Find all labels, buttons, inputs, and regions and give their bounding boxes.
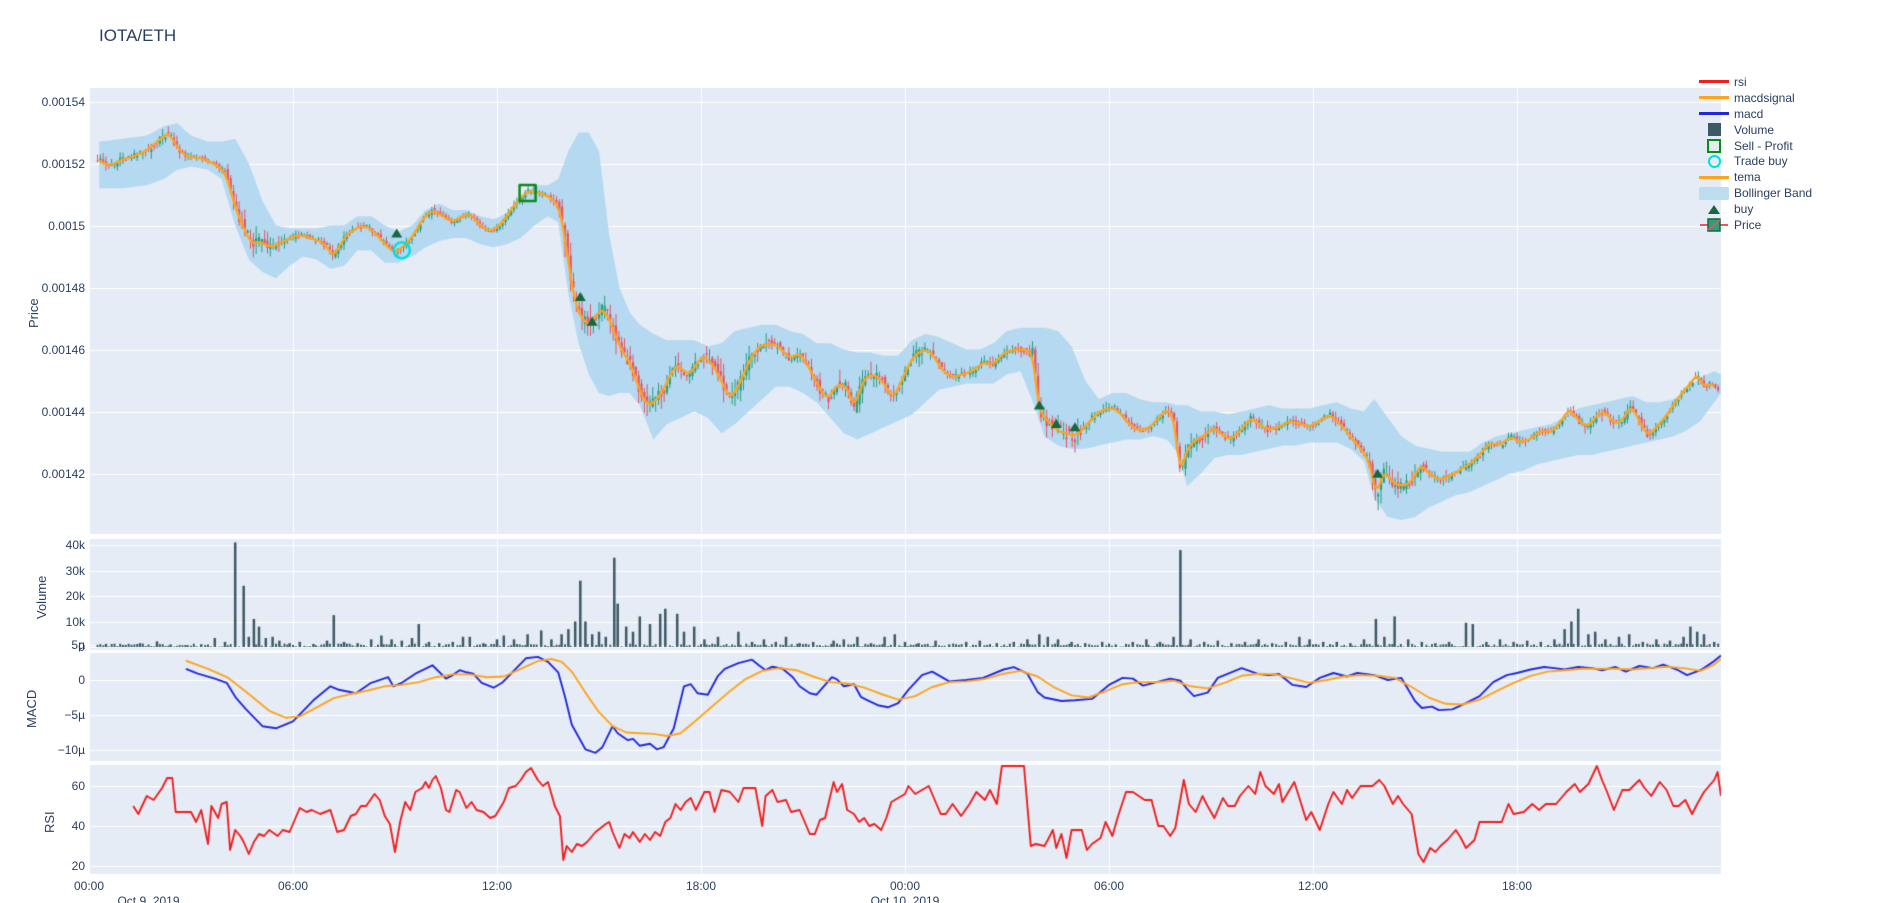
trade-buy-circle-icon — [1698, 154, 1730, 168]
legend-item-tema[interactable]: tema — [1698, 169, 1812, 185]
rsi-ytick: 60 — [71, 779, 85, 793]
rsi-line-icon — [1698, 80, 1730, 84]
macd-ytick: −10µ — [57, 743, 85, 757]
xtick: 00:00 — [73, 879, 105, 893]
xtick: 00:00 — [889, 879, 921, 893]
page-title: IOTA/ETH — [99, 26, 177, 45]
price-ytick: 0.00142 — [41, 466, 85, 481]
price-panel[interactable] — [89, 88, 1721, 534]
price-ytick: 0.00148 — [41, 280, 85, 295]
volume-ytick: 10k — [65, 614, 85, 629]
macd-ytick: 5µ — [71, 638, 85, 652]
price-candle-icon — [1698, 217, 1730, 233]
volume-ytick: 0 — [78, 640, 85, 654]
volume-ytick: 20k — [65, 589, 85, 603]
volume-square-icon — [1698, 123, 1730, 137]
legend-item-trade-buy[interactable]: Trade buy — [1698, 153, 1812, 169]
legend-item-macd[interactable]: macd — [1698, 106, 1812, 122]
legend-item-volume[interactable]: Volume — [1698, 122, 1812, 138]
price-ytick: 0.00154 — [41, 94, 85, 109]
legend-item-rsi[interactable]: rsi — [1698, 74, 1812, 90]
volume-ytick: 40k — [65, 538, 85, 552]
xtick: 12:00 — [1297, 879, 1329, 893]
legend-item-buy[interactable]: buy — [1698, 201, 1812, 217]
legend-item-macdsignal[interactable]: macdsignal — [1698, 90, 1812, 106]
macd-line-icon — [1698, 112, 1730, 116]
macd-panel[interactable] — [89, 653, 1721, 761]
legend-item-sell-profit[interactable]: Sell - Profit — [1698, 138, 1812, 154]
legend: rsi macdsignal macd Volume Sell - Profit… — [1698, 74, 1812, 233]
volume-ytick: 30k — [65, 563, 85, 578]
rsi-panel[interactable] — [89, 765, 1721, 874]
price-ytick: 0.00152 — [41, 156, 85, 171]
macd-ytick: −5µ — [64, 708, 85, 722]
price-ytick: 0.00144 — [41, 404, 85, 419]
macdsignal-line-icon — [1698, 96, 1730, 100]
xtick: 18:00 — [685, 879, 717, 893]
volume-panel[interactable] — [89, 539, 1721, 650]
bollinger-band-icon — [1698, 186, 1730, 200]
price-ytick: 0.00146 — [41, 342, 85, 357]
xaxis-date-label: Oct 10, 2019 — [870, 894, 940, 903]
legend-item-bollinger-band[interactable]: Bollinger Band — [1698, 185, 1812, 201]
rsi-ytick: 20 — [71, 859, 85, 873]
xaxis-date-label: Oct 9, 2019 — [117, 894, 180, 903]
rsi-ytick: 40 — [71, 819, 85, 833]
sell-profit-square-icon — [1698, 138, 1730, 153]
tema-line-icon — [1698, 175, 1730, 179]
xtick: 18:00 — [1501, 879, 1533, 893]
price-ytick: 0.0015 — [48, 218, 85, 233]
buy-triangle-icon — [1698, 204, 1730, 214]
price-axis-title: Price — [26, 298, 41, 328]
macd-ytick: 0 — [78, 673, 85, 687]
xtick: 06:00 — [1093, 879, 1125, 893]
legend-item-price[interactable]: Price — [1698, 217, 1812, 233]
xtick: 06:00 — [277, 879, 309, 893]
xtick: 12:00 — [481, 879, 513, 893]
